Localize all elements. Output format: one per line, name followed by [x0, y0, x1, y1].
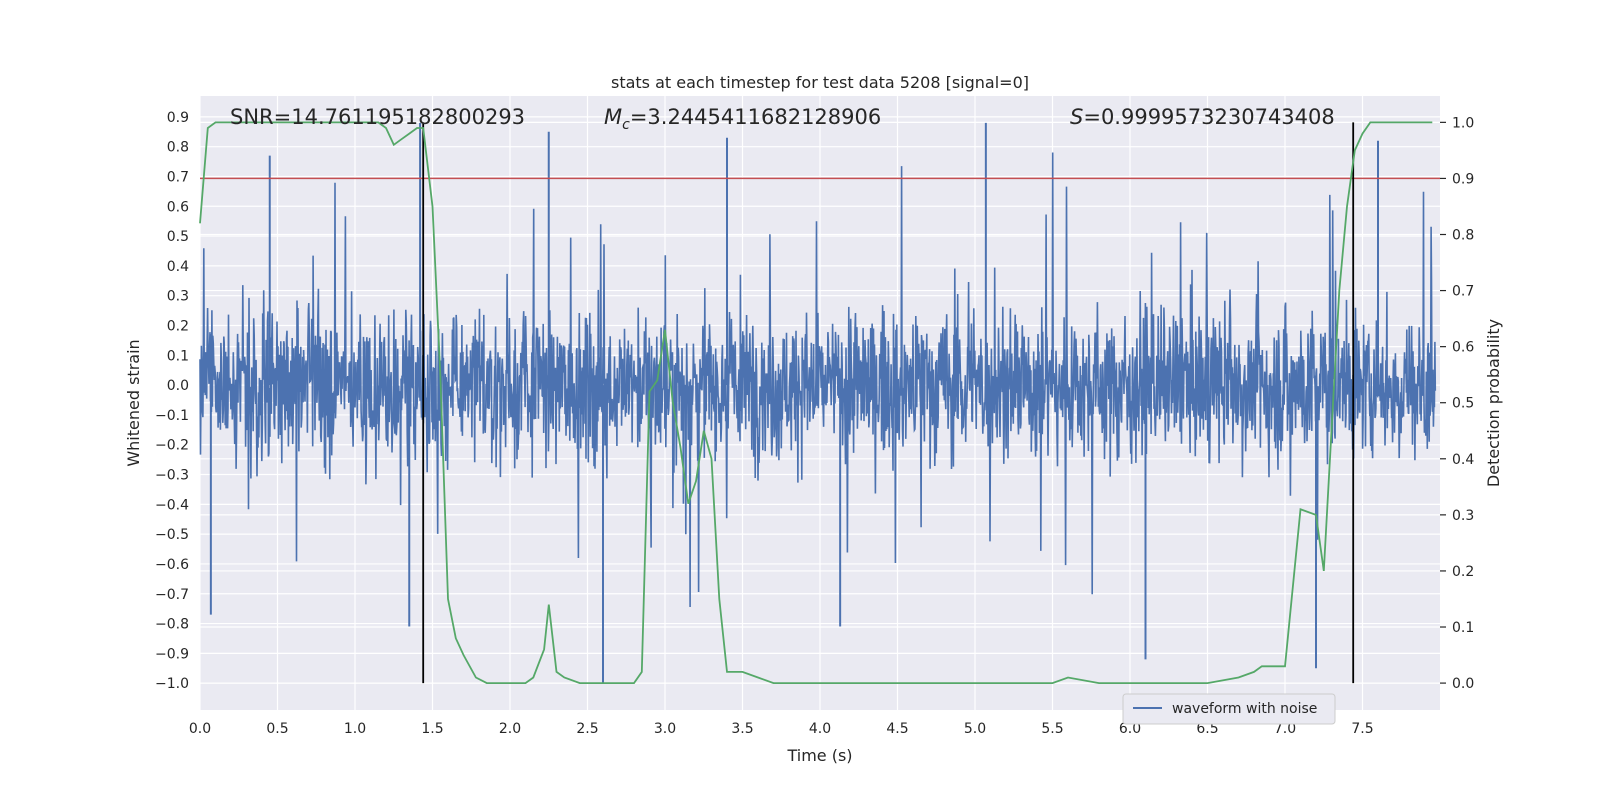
x-tick-label-11: 5.5	[1041, 721, 1063, 737]
x-tick-label-3: 1.5	[421, 721, 443, 737]
waveform-trace	[199, 152, 1437, 608]
y-tick-label-11: −0.2	[155, 438, 189, 454]
y2-tick-label-2: 0.8	[1452, 228, 1474, 244]
y-axis-label: Whitened strain	[124, 339, 143, 466]
y-tick-label-13: −0.4	[155, 497, 189, 513]
x-tick-label-6: 3.0	[654, 721, 676, 737]
chart-title: stats at each timestep for test data 520…	[611, 73, 1029, 92]
y2-tick-label-0: 1.0	[1452, 115, 1474, 131]
probability-series	[199, 121, 1433, 684]
y-tick-label-3: 0.6	[167, 199, 189, 215]
y2-tick-label-5: 0.5	[1452, 396, 1474, 412]
y-tick-label-5: 0.4	[167, 259, 189, 275]
y-tick-label-7: 0.2	[167, 319, 189, 335]
x-tick-label-7: 3.5	[731, 721, 753, 737]
x-tick-label-12: 6.0	[1119, 721, 1141, 737]
x-tick-label-5: 2.5	[576, 721, 598, 737]
x-tick-label-14: 7.0	[1274, 721, 1296, 737]
y-axis-ticks: 0.9 0.8 0.7 0.6 0.5 0.4 0.3 0.2 0.1 0.0 −0.1 −0.2 −0…	[155, 110, 189, 692]
x-tick-label-0: 0.0	[189, 721, 211, 737]
y-tick-label-10: −0.1	[155, 408, 189, 424]
chirp-mass-value: =3.2445411682128906	[630, 105, 881, 129]
y2-tick-label-4: 0.6	[1452, 340, 1474, 356]
y2-tick-label-7: 0.3	[1452, 508, 1474, 524]
y2-tick-label-8: 0.2	[1452, 564, 1474, 580]
legend: waveform with noise	[1122, 693, 1336, 725]
y-tick-label-8: 0.1	[167, 348, 189, 364]
y-tick-label-0: 0.9	[167, 110, 189, 126]
y-tick-label-6: 0.3	[167, 289, 189, 305]
y2-tick-label-6: 0.4	[1452, 452, 1474, 468]
chirp-mass-symbol: M	[604, 105, 622, 129]
x-tick-label-10: 5.0	[964, 721, 986, 737]
legend-box	[1122, 693, 1336, 725]
probability-line	[199, 121, 1433, 684]
x-tick-label-15: 7.5	[1351, 721, 1373, 737]
y-tick-label-4: 0.5	[167, 229, 189, 245]
x-tick-label-2: 1.0	[344, 721, 366, 737]
score-annotation: S=0.9999573230743408	[1070, 105, 1335, 129]
chirp-mass-subscript: c	[622, 117, 630, 133]
y2-tick-label-1: 0.9	[1452, 171, 1474, 187]
x-tick-label-13: 6.5	[1196, 721, 1218, 737]
y2-axis-label: Detection probability	[1484, 319, 1503, 487]
y-tick-label-15: −0.6	[155, 557, 189, 573]
y-tick-label-1: 0.8	[167, 140, 189, 156]
x-tick-label-1: 0.5	[266, 721, 288, 737]
x-tick-label-8: 4.0	[809, 721, 831, 737]
waveform-series	[199, 122, 1437, 684]
y-tick-label-18: −0.9	[155, 646, 189, 662]
chirp-mass-annotation: Mc=3.2445411682128906	[604, 105, 881, 133]
x-tick-label-4: 2.0	[499, 721, 521, 737]
y2-tick-label-10: 0.0	[1452, 676, 1474, 692]
y-tick-label-12: −0.3	[155, 468, 189, 484]
y-tick-label-2: 0.7	[167, 169, 189, 185]
marker-vlines	[422, 122, 1355, 684]
x-axis-ticks: 0.0 0.5 1.0 1.5 2.0 2.5 3.0 3.5 4.0 4.5 5.0 5.5 6.0 6…	[189, 721, 1374, 737]
y-tick-label-9: 0.0	[167, 378, 189, 394]
y-tick-label-14: −0.5	[155, 527, 189, 543]
score-symbol: S	[1070, 105, 1083, 129]
y2-tick-label-3: 0.7	[1452, 284, 1474, 300]
legend-label-waveform: waveform with noise	[1172, 701, 1317, 717]
x-tick-label-9: 4.5	[886, 721, 908, 737]
y-tick-label-17: −0.8	[155, 617, 189, 633]
score-value: =0.9999573230743408	[1083, 105, 1334, 129]
y-tick-label-16: −0.7	[155, 587, 189, 603]
y2-axis-ticks: 1.0 0.9 0.8 0.7 0.6 0.5 0.4 0.3 0.2 0.1 0.0	[1440, 115, 1474, 692]
snr-annotation: SNR=14.761195182800293	[230, 105, 525, 129]
y2-tick-label-9: 0.1	[1452, 620, 1474, 636]
y-tick-label-19: −1.0	[155, 676, 189, 692]
x-axis-label: Time (s)	[786, 746, 852, 765]
